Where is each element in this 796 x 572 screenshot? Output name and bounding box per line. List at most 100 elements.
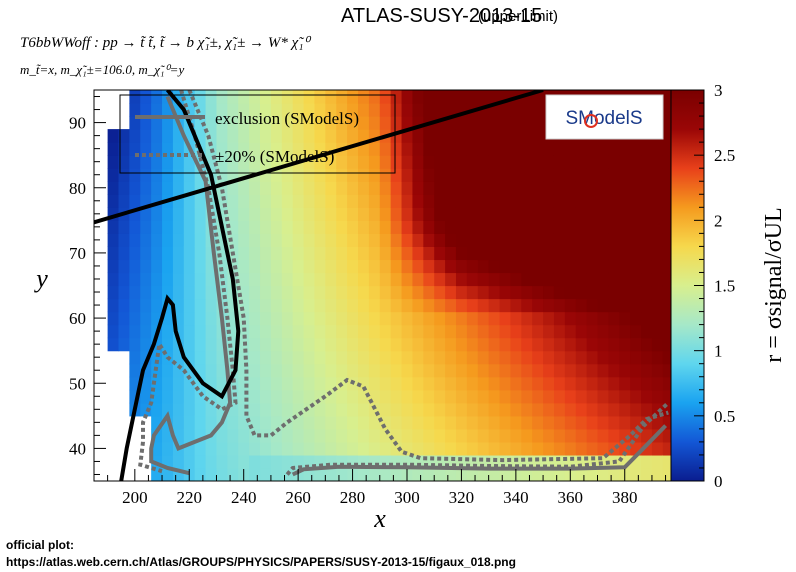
- heatmap-cell: [238, 103, 250, 117]
- heatmap-cell: [325, 467, 337, 481]
- heatmap-cell: [455, 116, 468, 130]
- heatmap-cell: [510, 207, 522, 221]
- heatmap-cell: [412, 337, 424, 352]
- heatmap-cell: [118, 272, 130, 287]
- heatmap-cell: [466, 298, 479, 313]
- heatmap-cell: [347, 363, 359, 378]
- heatmap-cell: [553, 428, 566, 443]
- heatmap-cell: [336, 129, 348, 143]
- heatmap-cell: [510, 389, 522, 404]
- heatmap-cell: [499, 155, 512, 169]
- heatmap-cell: [466, 129, 479, 143]
- heatmap-cell: [227, 402, 239, 417]
- heatmap-cell: [662, 207, 671, 221]
- heatmap-cell: [107, 324, 120, 339]
- heatmap-cell: [358, 220, 370, 234]
- heatmap-cell: [586, 272, 599, 287]
- heatmap-cell: [162, 428, 174, 443]
- heatmap-cell: [619, 168, 631, 182]
- heatmap-cell: [586, 363, 599, 378]
- heatmap-cell: [455, 324, 468, 339]
- heatmap-cell: [325, 168, 337, 182]
- heatmap-cell: [140, 402, 152, 417]
- heatmap-cell: [455, 103, 468, 117]
- heatmap-cell: [325, 116, 337, 130]
- heatmap-cell: [521, 350, 533, 365]
- heatmap-cell: [499, 194, 512, 208]
- heatmap-cell: [140, 220, 152, 234]
- heatmap-cell: [488, 337, 501, 352]
- heatmap-cell: [390, 350, 403, 365]
- heatmap-cell: [140, 116, 152, 130]
- heatmap-cell: [183, 337, 196, 352]
- heatmap-cell: [597, 272, 610, 287]
- heatmap-cell: [466, 194, 479, 208]
- heatmap-cell: [368, 116, 381, 130]
- heatmap-cell: [488, 467, 501, 481]
- heatmap-cell: [303, 285, 316, 300]
- heatmap-cell: [619, 220, 631, 234]
- heatmap-cell: [368, 467, 381, 481]
- heatmap-cell: [423, 207, 435, 221]
- heatmap-cell: [586, 259, 599, 274]
- heatmap-cell: [466, 116, 479, 130]
- heatmap-cell: [325, 233, 337, 247]
- heatmap-cell: [303, 103, 316, 117]
- heatmap-cell: [270, 428, 283, 443]
- heatmap-cell: [390, 467, 403, 481]
- heatmap-cell: [662, 311, 671, 326]
- heatmap-cell: [499, 142, 512, 156]
- heatmap-cell: [281, 324, 294, 339]
- heatmap-cell: [564, 376, 577, 391]
- heatmap-cell: [172, 376, 185, 391]
- heatmap-cell: [151, 220, 163, 234]
- heatmap-cell: [521, 376, 533, 391]
- heatmap-cell: [140, 376, 152, 391]
- heatmap-cell: [314, 454, 326, 469]
- heatmap-cell: [651, 454, 664, 469]
- heatmap-cell: [619, 194, 631, 208]
- heatmap-cell: [488, 168, 501, 182]
- heatmap-cell: [608, 441, 620, 456]
- x-tick-label: 300: [394, 488, 420, 507]
- heatmap-cell: [314, 428, 326, 443]
- heatmap-cell: [510, 428, 522, 443]
- heatmap-cell: [553, 311, 566, 326]
- heatmap-cell: [162, 233, 174, 247]
- heatmap-cell: [455, 220, 468, 234]
- heatmap-cell: [336, 324, 348, 339]
- heatmap-cell: [662, 350, 671, 365]
- heatmap-cell: [499, 168, 512, 182]
- heatmap-cell: [521, 454, 533, 469]
- heatmap-cell: [564, 272, 577, 287]
- heatmap-cell: [651, 155, 664, 169]
- heatmap-cell: [325, 428, 337, 443]
- heatmap-cell: [107, 233, 120, 247]
- heatmap-cell: [227, 454, 239, 469]
- heatmap-cell: [390, 194, 403, 208]
- heatmap-cell: [619, 376, 631, 391]
- heatmap-cell: [281, 168, 294, 182]
- heatmap-cell: [608, 142, 620, 156]
- heatmap-cell: [183, 194, 196, 208]
- heatmap-cell: [521, 337, 533, 352]
- heatmap-cell: [521, 103, 533, 117]
- heatmap-cell: [172, 129, 185, 143]
- heatmap-cell: [368, 90, 381, 104]
- heatmap-cell: [553, 389, 566, 404]
- heatmap-cell: [249, 181, 261, 195]
- heatmap-cell: [216, 363, 228, 378]
- heatmap-cell: [172, 220, 185, 234]
- heatmap-cell: [347, 90, 359, 104]
- heatmap-cell: [162, 324, 174, 339]
- heatmap-cell: [521, 246, 533, 261]
- heatmap-cell: [499, 337, 512, 352]
- heatmap-cell: [597, 363, 610, 378]
- heatmap-cell: [379, 402, 392, 417]
- heatmap-cell: [564, 428, 577, 443]
- heatmap-cell: [586, 298, 599, 313]
- heatmap-cell: [477, 376, 490, 391]
- heatmap-cell: [521, 415, 533, 430]
- heatmap-cell: [499, 298, 512, 313]
- heatmap-cell: [314, 194, 326, 208]
